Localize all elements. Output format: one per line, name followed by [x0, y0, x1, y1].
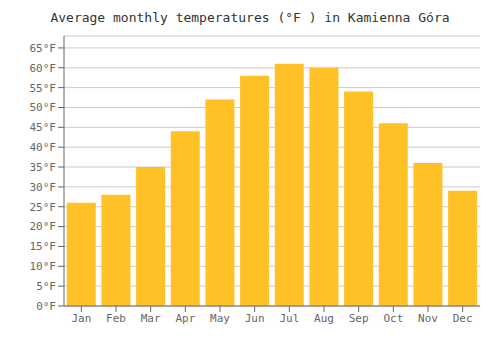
svg-text:Feb: Feb [106, 312, 126, 325]
svg-text:Jul: Jul [279, 312, 299, 325]
svg-text:Dec: Dec [453, 312, 473, 325]
svg-text:5°F: 5°F [36, 280, 56, 293]
svg-text:Aug: Aug [314, 312, 334, 325]
svg-text:Jun: Jun [245, 312, 265, 325]
svg-text:30°F: 30°F [30, 181, 57, 194]
svg-text:20°F: 20°F [30, 220, 57, 233]
svg-text:Jan: Jan [71, 312, 91, 325]
svg-text:55°F: 55°F [30, 82, 57, 95]
svg-text:50°F: 50°F [30, 101, 57, 114]
svg-text:60°F: 60°F [30, 62, 57, 75]
svg-text:10°F: 10°F [30, 260, 57, 273]
svg-text:15°F: 15°F [30, 240, 57, 253]
html-text:Average monthly temperatures (: Average monthly temperatures (°F ) in Ka… [50, 10, 450, 25]
svg-text:0°F: 0°F [36, 300, 56, 313]
svg-text:45°F: 45°F [30, 121, 57, 134]
svg-text:Nov: Nov [418, 312, 438, 325]
svg-text:25°F: 25°F [30, 201, 57, 214]
svg-text:Sep: Sep [349, 312, 369, 325]
svg-text:65°F: 65°F [30, 42, 57, 55]
svg-text:Apr: Apr [175, 312, 195, 325]
svg-text:Oct: Oct [383, 312, 403, 325]
svg-text:40°F: 40°F [30, 141, 57, 154]
svg-text:May: May [210, 312, 230, 325]
svg-text:35°F: 35°F [30, 161, 57, 174]
svg-text:Mar: Mar [141, 312, 161, 325]
